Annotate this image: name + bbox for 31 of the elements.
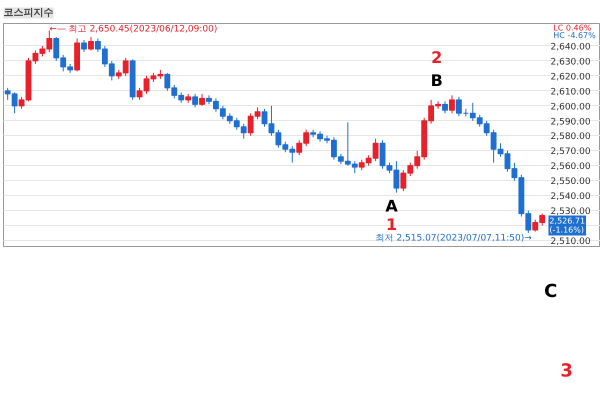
annotation: 1 (386, 215, 398, 234)
y-tick-label: 2,630.00 (550, 57, 591, 68)
candlestick (449, 94, 455, 114)
y-tick-label: 2,540.00 (550, 192, 591, 202)
y-tick-label: 2,570.00 (550, 147, 591, 158)
y-tick-label: 2,590.00 (550, 117, 591, 128)
candlestick (81, 39, 87, 52)
y-tick-label: 2,510.00 (550, 237, 591, 248)
annotation: 최저 2,515.07(2023/07/07,11:50)→ (376, 233, 532, 244)
text: 2,526.71 (-1.16%) (549, 216, 586, 235)
text: 3 (560, 360, 573, 382)
text: LC 0.46% (553, 23, 592, 32)
candlestick (442, 100, 448, 114)
annotation: 2 (431, 48, 442, 68)
y-tick-label: 2,600.00 (550, 102, 591, 112)
annotation: A (385, 196, 398, 216)
annotation: B (430, 70, 443, 90)
y-tick-label: 2,550.00 (550, 177, 591, 188)
y-tick-label: 2,640.00 (550, 42, 591, 52)
candlestick (192, 93, 198, 108)
text: C (544, 281, 558, 302)
y-tick-label: 2,580.00 (550, 132, 591, 142)
candlestick (199, 93, 205, 106)
annotation: ←— 최고 2,650.45(2023/06/12,09:00) (49, 24, 218, 34)
chart-title: 코스피지수 (4, 8, 54, 18)
y-tick-label: 2,610.00 (550, 87, 591, 98)
candlestick (88, 36, 94, 51)
text: HC -4.67% (553, 30, 596, 40)
y-tick-label: 2,530.00 (550, 207, 591, 218)
y-tick-label: 2,620.00 (550, 72, 591, 82)
y-tick-label: 2,560.00 (550, 162, 591, 172)
